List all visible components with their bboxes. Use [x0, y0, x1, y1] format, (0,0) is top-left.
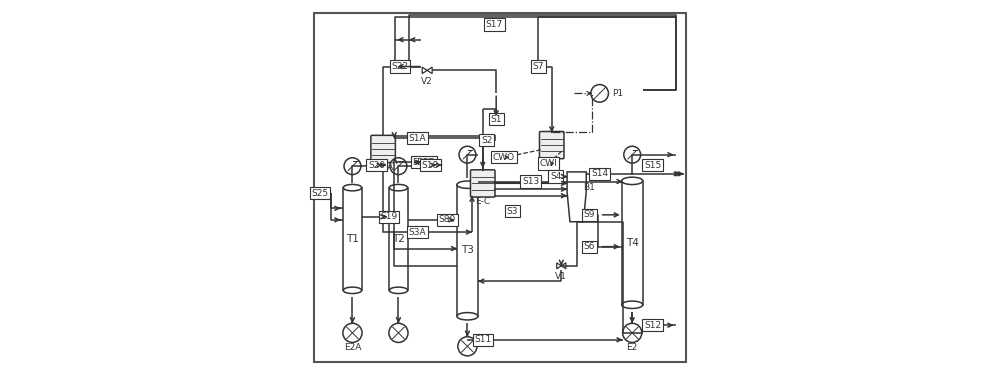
Text: S19: S19 [380, 212, 397, 221]
Text: S9: S9 [584, 210, 595, 219]
Text: S2: S2 [481, 135, 492, 145]
Text: CWO: CWO [493, 153, 515, 162]
Text: S20: S20 [368, 161, 385, 169]
Text: S18: S18 [422, 161, 439, 169]
Ellipse shape [389, 287, 408, 294]
Polygon shape [422, 67, 427, 74]
Circle shape [343, 323, 362, 342]
Text: E-C: E-C [475, 197, 490, 206]
Circle shape [623, 323, 642, 342]
Text: S14: S14 [591, 169, 608, 178]
Text: S3A: S3A [409, 228, 426, 237]
Text: S17: S17 [486, 20, 503, 29]
Circle shape [591, 85, 608, 102]
Text: S1A: S1A [409, 134, 426, 143]
Ellipse shape [343, 185, 362, 191]
Text: S13: S13 [522, 177, 539, 186]
Text: S15: S15 [644, 161, 661, 169]
Text: T1: T1 [346, 234, 359, 244]
Ellipse shape [389, 185, 408, 191]
Text: S7: S7 [533, 62, 544, 71]
Text: CWI: CWI [540, 159, 558, 168]
Text: E2: E2 [627, 343, 638, 352]
Ellipse shape [622, 301, 643, 308]
Ellipse shape [457, 313, 478, 320]
Text: T3: T3 [461, 245, 474, 256]
FancyBboxPatch shape [539, 132, 564, 159]
Polygon shape [427, 67, 432, 74]
Text: S3: S3 [507, 207, 518, 215]
Ellipse shape [457, 181, 478, 188]
Circle shape [389, 323, 408, 342]
Text: T2: T2 [392, 234, 405, 244]
Text: S6: S6 [584, 242, 595, 251]
Circle shape [624, 146, 641, 163]
Circle shape [390, 158, 407, 174]
Text: S25: S25 [311, 188, 328, 198]
FancyBboxPatch shape [457, 185, 478, 316]
FancyBboxPatch shape [470, 170, 495, 197]
Text: T4: T4 [626, 238, 639, 248]
FancyBboxPatch shape [622, 181, 643, 305]
Circle shape [458, 337, 477, 356]
FancyBboxPatch shape [343, 188, 362, 290]
Polygon shape [561, 263, 566, 269]
Text: B1: B1 [583, 183, 595, 192]
Text: E-CA: E-CA [372, 163, 394, 172]
Polygon shape [567, 172, 586, 222]
Text: S4: S4 [550, 172, 561, 181]
Text: S12: S12 [644, 321, 661, 330]
Text: S1: S1 [490, 115, 502, 124]
FancyBboxPatch shape [371, 135, 395, 163]
Text: E2A: E2A [344, 343, 361, 352]
Circle shape [344, 158, 361, 174]
Ellipse shape [343, 287, 362, 294]
Circle shape [459, 146, 476, 163]
Text: P1: P1 [612, 89, 623, 98]
Text: S22: S22 [392, 62, 409, 71]
Text: S11: S11 [474, 335, 491, 344]
FancyBboxPatch shape [314, 13, 686, 362]
Text: V2: V2 [421, 77, 433, 86]
Text: S80: S80 [439, 215, 456, 224]
Text: V1: V1 [555, 272, 567, 281]
Polygon shape [557, 263, 561, 269]
Text: FEED: FEED [412, 158, 436, 167]
FancyBboxPatch shape [389, 188, 408, 290]
Ellipse shape [622, 177, 643, 185]
Text: E1: E1 [546, 159, 557, 168]
